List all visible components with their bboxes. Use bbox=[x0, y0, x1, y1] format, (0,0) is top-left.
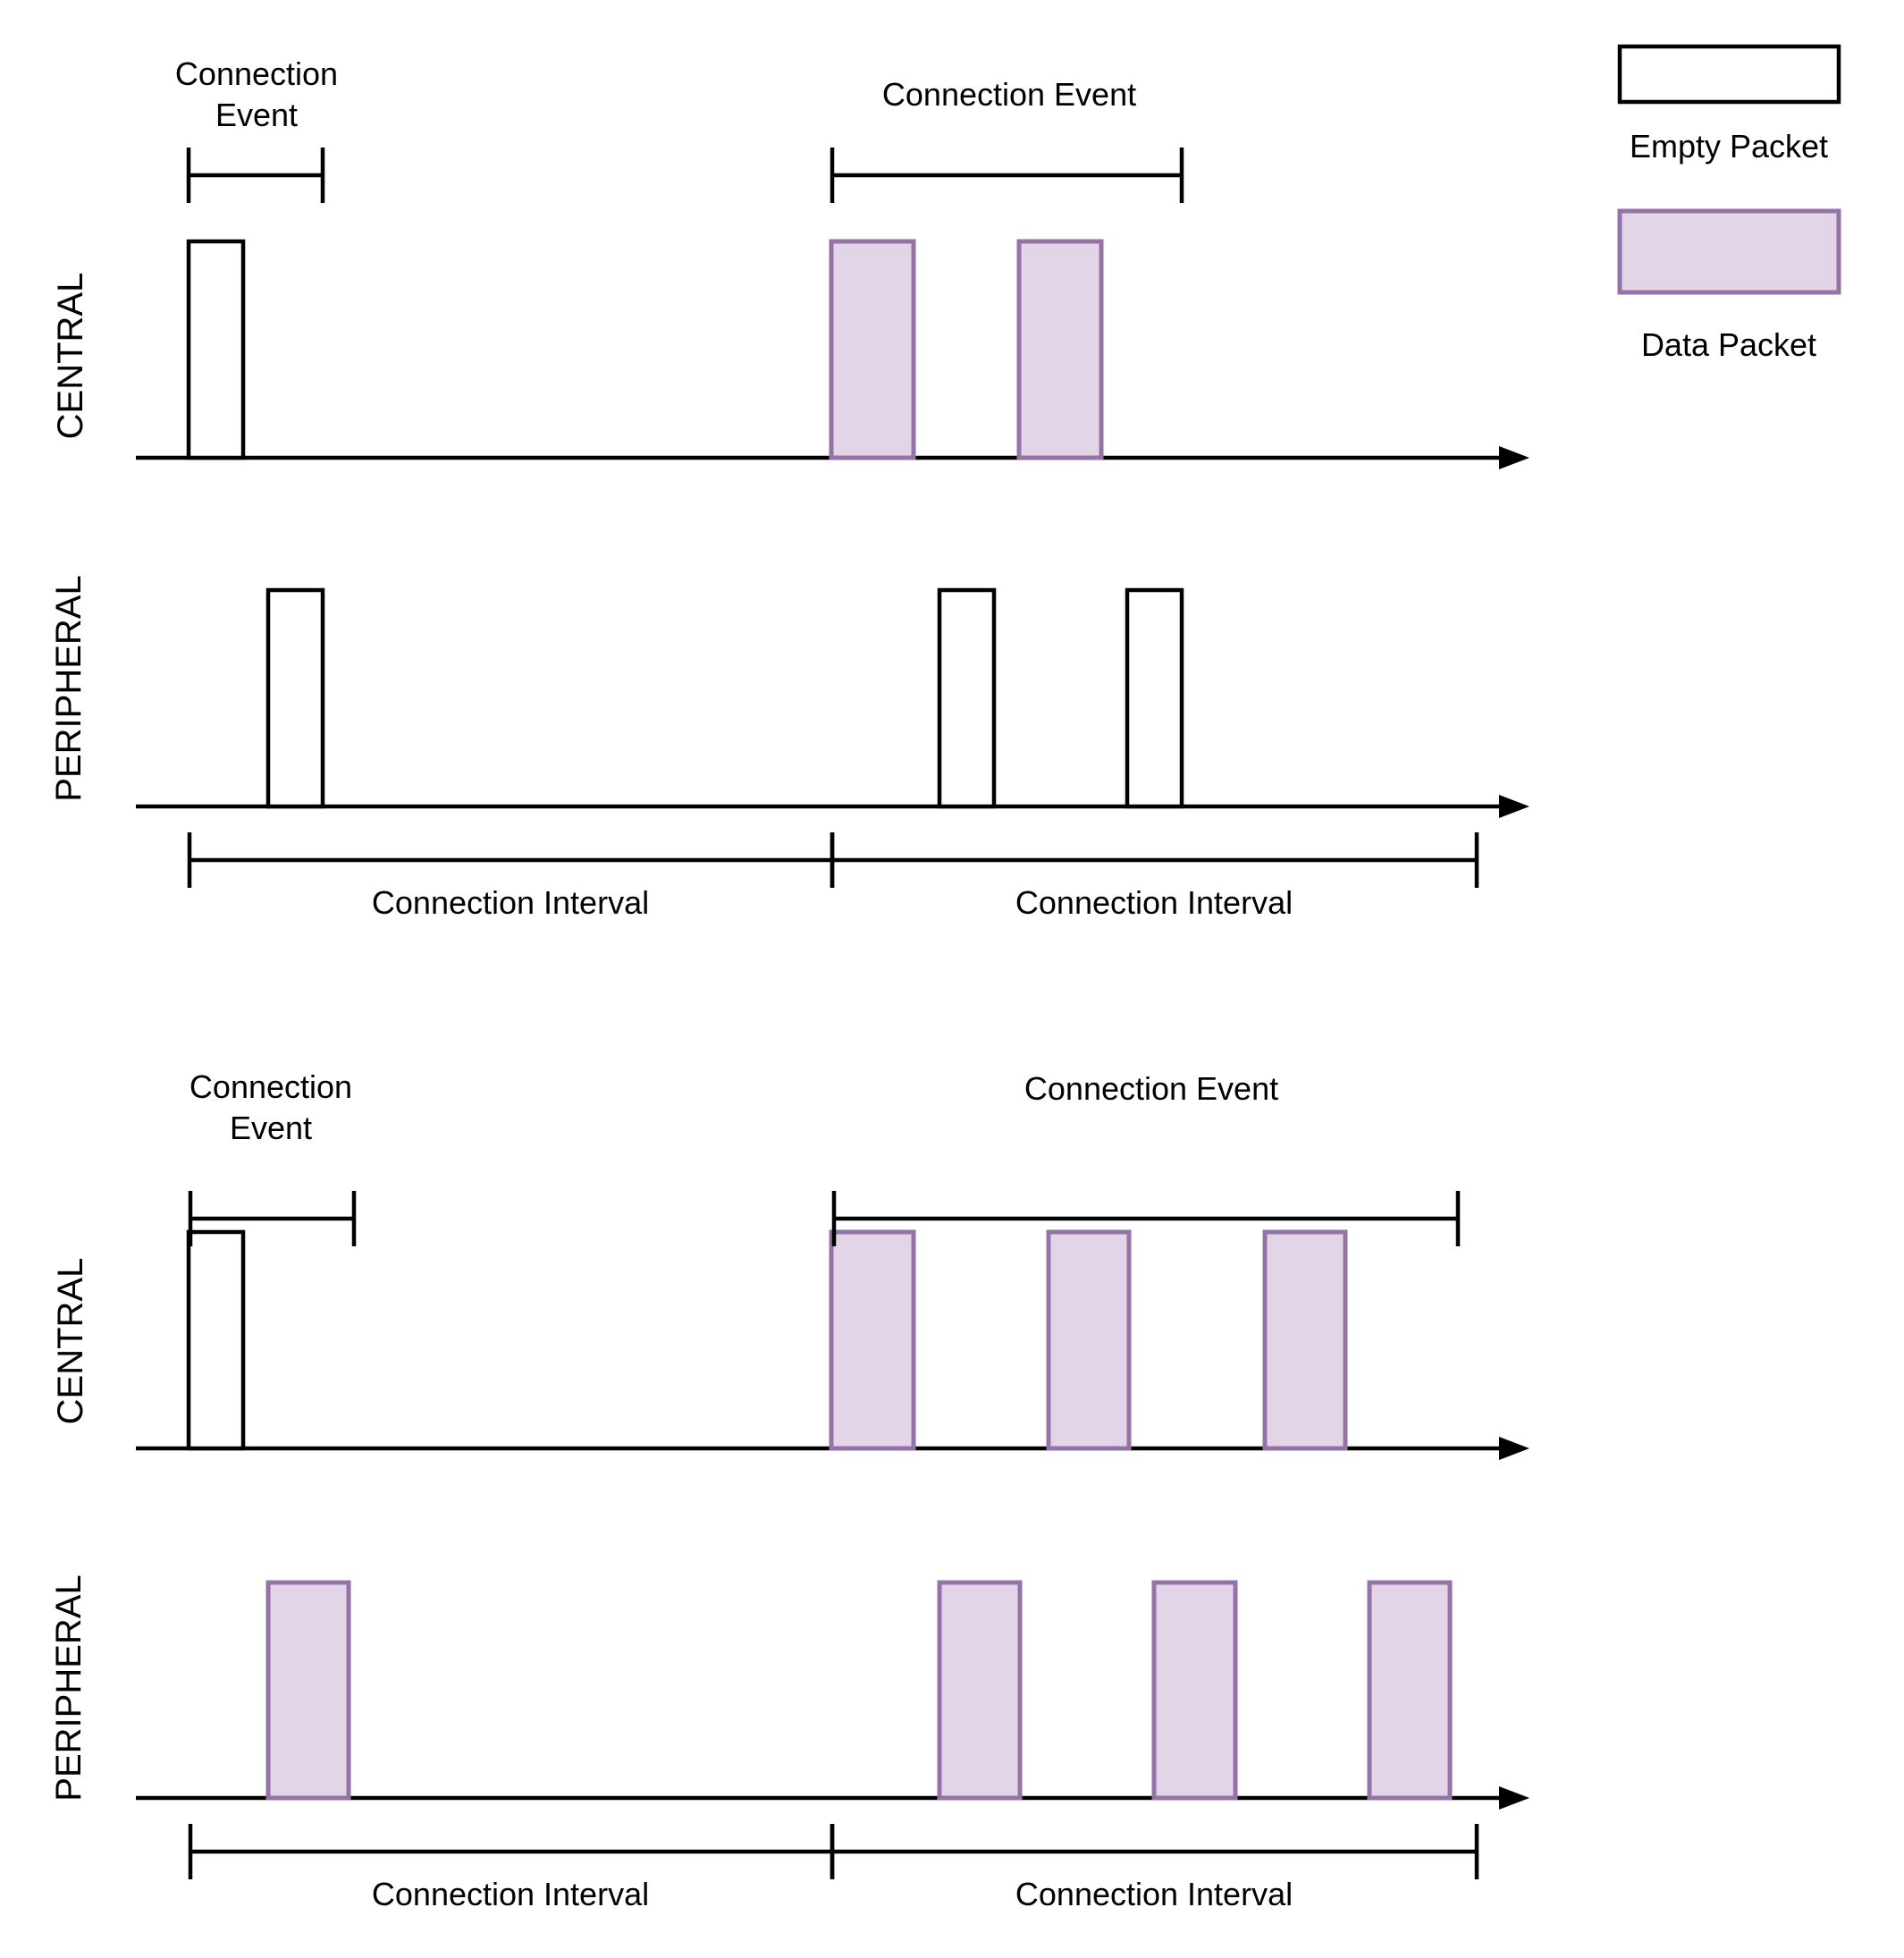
timeline-arrowhead-icon bbox=[1499, 1786, 1529, 1810]
timeline-arrowhead-icon bbox=[1499, 1437, 1529, 1460]
empty-packet bbox=[186, 1229, 246, 1451]
data-packet bbox=[1046, 1229, 1132, 1451]
row-label-peripheral: PERIPHERAL bbox=[49, 1574, 88, 1801]
data-packet bbox=[265, 1580, 351, 1801]
connection-interval-label: Connection Interval bbox=[372, 884, 649, 921]
legend-data-packet-label: Data Packet bbox=[1641, 326, 1816, 363]
row-label-central: CENTRAL bbox=[51, 273, 90, 440]
connection-event-label: Connection Event bbox=[1024, 1070, 1278, 1107]
connection-interval-label: Connection Interval bbox=[1015, 1876, 1293, 1912]
data-packet bbox=[829, 239, 916, 460]
empty-packet bbox=[186, 239, 246, 460]
connection-event-label: Connection Event bbox=[882, 76, 1136, 113]
data-packet-swatch bbox=[1617, 208, 1841, 295]
row-label-peripheral: PERIPHERAL bbox=[49, 575, 88, 801]
timeline-arrowhead-icon bbox=[1499, 795, 1529, 818]
empty-packet bbox=[1125, 587, 1184, 809]
data-packet bbox=[829, 1229, 916, 1451]
diagram-top: CENTRAL PERIPHERAL Connection Event Connecti… bbox=[49, 55, 1529, 921]
data-packet bbox=[937, 1580, 1023, 1801]
empty-packet bbox=[265, 587, 325, 809]
data-packet bbox=[1367, 1580, 1453, 1801]
legend-empty-packet-label: Empty Packet bbox=[1630, 128, 1828, 165]
legend: Empty Packet Data Packet bbox=[1617, 44, 1841, 363]
connection-event-label: Connection bbox=[175, 55, 338, 92]
row-label-central: CENTRAL bbox=[51, 1258, 90, 1425]
empty-packet bbox=[937, 587, 997, 809]
data-packet bbox=[1151, 1580, 1238, 1801]
connection-interval-label: Connection Interval bbox=[372, 1876, 649, 1912]
timeline-arrowhead-icon bbox=[1499, 446, 1529, 469]
diagrams-root: CENTRAL PERIPHERAL Connection Event Connecti… bbox=[49, 55, 1529, 1912]
data-packet bbox=[1016, 239, 1104, 460]
connection-event-label: Event bbox=[230, 1110, 312, 1146]
diagram-bottom: CENTRAL PERIPHERAL Connection Event Connecti… bbox=[49, 1068, 1529, 1912]
connection-event-label: Event bbox=[215, 97, 298, 133]
connection-event-label: Connection bbox=[190, 1068, 352, 1105]
connection-interval-label: Connection Interval bbox=[1015, 884, 1293, 921]
data-packet bbox=[1262, 1229, 1348, 1451]
empty-packet-swatch bbox=[1617, 44, 1841, 105]
